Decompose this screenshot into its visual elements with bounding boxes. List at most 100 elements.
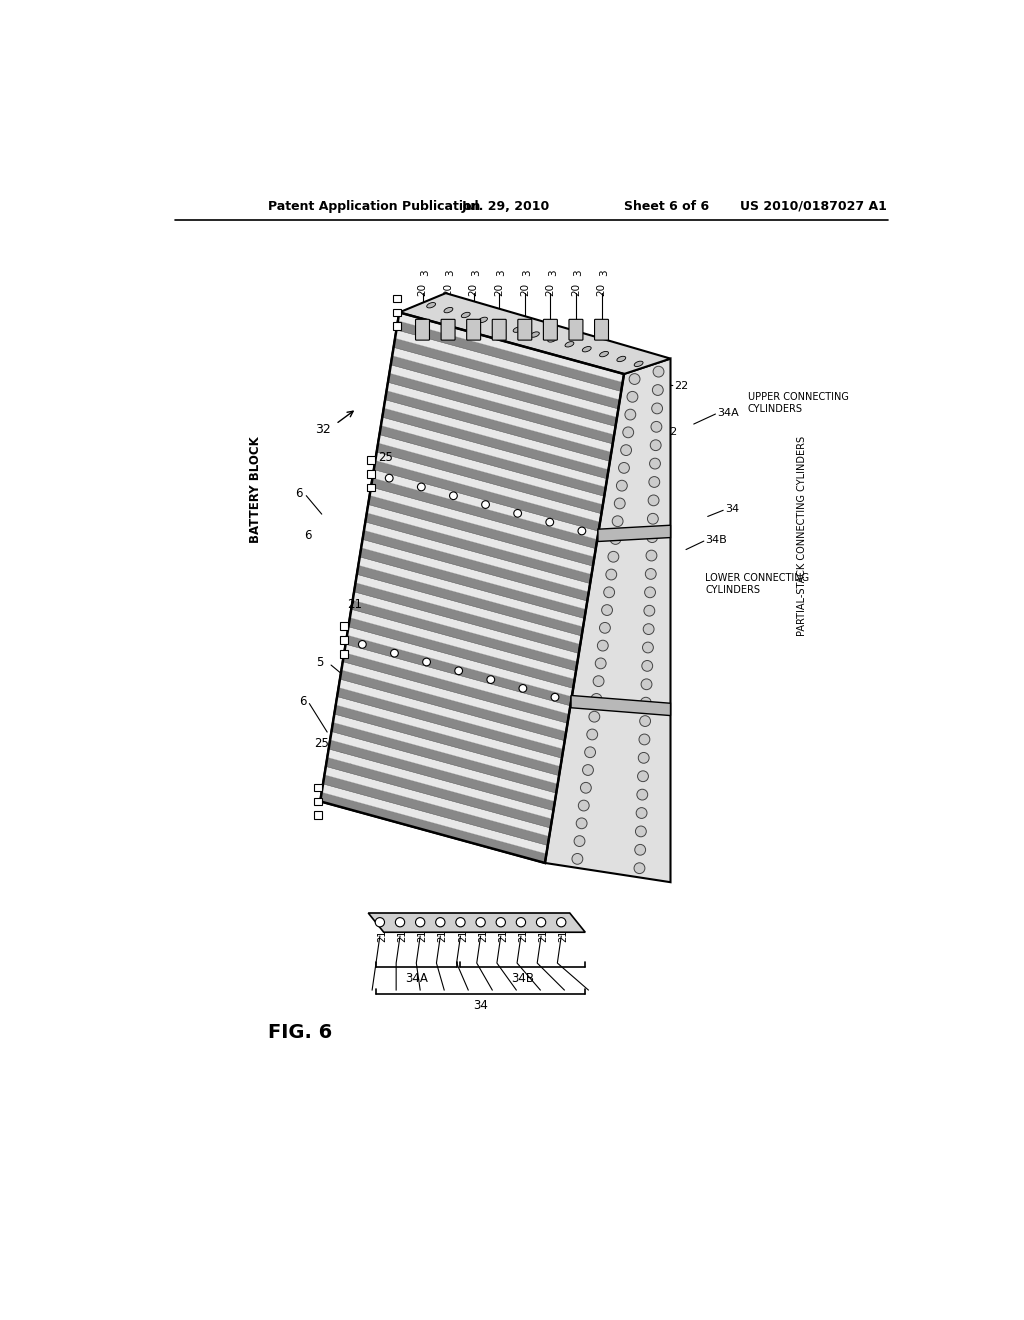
Circle shape (516, 917, 525, 927)
Text: 22: 22 (663, 426, 677, 437)
Circle shape (416, 917, 425, 927)
Bar (367, 483, 375, 491)
FancyBboxPatch shape (441, 319, 455, 341)
Polygon shape (389, 364, 615, 434)
Polygon shape (336, 697, 562, 767)
Text: 6: 6 (304, 529, 311, 543)
Circle shape (642, 642, 653, 653)
Circle shape (546, 519, 554, 525)
Polygon shape (369, 913, 586, 932)
Text: 21: 21 (498, 929, 508, 942)
Text: 34: 34 (725, 504, 739, 513)
Ellipse shape (600, 351, 608, 356)
Circle shape (645, 587, 655, 598)
Circle shape (625, 409, 636, 420)
Polygon shape (330, 731, 556, 801)
Text: 22: 22 (675, 380, 688, 391)
Circle shape (614, 498, 626, 508)
Polygon shape (571, 696, 671, 715)
Polygon shape (326, 758, 552, 828)
Text: 25: 25 (314, 737, 329, 750)
Circle shape (621, 445, 632, 455)
Circle shape (650, 440, 662, 450)
Text: 12: 12 (602, 774, 617, 787)
Bar (393, 294, 400, 302)
Text: 26: 26 (610, 616, 626, 630)
Polygon shape (388, 374, 614, 444)
Polygon shape (398, 313, 624, 383)
Text: 22: 22 (651, 453, 666, 462)
Text: 34B: 34B (511, 972, 535, 985)
Circle shape (593, 676, 604, 686)
Circle shape (636, 826, 646, 837)
Ellipse shape (461, 313, 470, 318)
Circle shape (634, 863, 645, 874)
Circle shape (599, 623, 610, 634)
Text: 21: 21 (458, 929, 468, 942)
Circle shape (418, 483, 425, 491)
Ellipse shape (478, 317, 487, 322)
Ellipse shape (616, 356, 626, 362)
Circle shape (638, 771, 648, 781)
Text: 21: 21 (397, 929, 408, 942)
Circle shape (585, 747, 596, 758)
Polygon shape (337, 688, 563, 758)
Circle shape (640, 715, 650, 726)
Circle shape (651, 421, 662, 432)
FancyBboxPatch shape (518, 319, 531, 341)
Text: 3: 3 (522, 269, 532, 276)
Text: 3: 3 (497, 269, 507, 276)
Circle shape (616, 480, 628, 491)
Circle shape (581, 783, 591, 793)
Polygon shape (373, 470, 599, 540)
Circle shape (651, 403, 663, 413)
Circle shape (597, 640, 608, 651)
Polygon shape (340, 671, 566, 741)
FancyBboxPatch shape (467, 319, 480, 341)
Circle shape (649, 458, 660, 469)
Text: CYLINDERS: CYLINDERS (706, 585, 761, 594)
Circle shape (423, 659, 430, 665)
Circle shape (627, 392, 638, 403)
Circle shape (481, 500, 489, 508)
Circle shape (587, 729, 598, 741)
Polygon shape (323, 775, 549, 846)
Text: 22: 22 (638, 483, 652, 492)
Polygon shape (346, 635, 571, 706)
Circle shape (572, 854, 583, 865)
Circle shape (450, 492, 458, 499)
Text: 3: 3 (548, 269, 558, 276)
Polygon shape (325, 767, 551, 837)
Circle shape (595, 657, 606, 669)
Text: 21: 21 (539, 929, 549, 942)
Ellipse shape (565, 342, 573, 347)
Text: 3: 3 (420, 269, 430, 276)
Bar (340, 649, 348, 657)
Text: UPPER CONNECTING: UPPER CONNECTING (748, 392, 849, 403)
Text: 20: 20 (418, 282, 427, 296)
Polygon shape (359, 548, 586, 619)
Circle shape (358, 640, 367, 648)
Polygon shape (334, 705, 560, 776)
Polygon shape (355, 574, 582, 644)
Polygon shape (392, 347, 618, 417)
Polygon shape (384, 400, 610, 470)
Bar (340, 622, 348, 630)
Text: 20: 20 (443, 282, 453, 296)
Polygon shape (321, 313, 624, 863)
Text: 34A: 34A (717, 408, 738, 417)
Polygon shape (382, 408, 608, 479)
Text: US 2010/0187027 A1: US 2010/0187027 A1 (740, 199, 887, 213)
Bar (340, 636, 348, 644)
Polygon shape (332, 722, 558, 793)
Polygon shape (387, 383, 612, 453)
Ellipse shape (513, 327, 522, 333)
Text: CYLINDERS: CYLINDERS (748, 404, 803, 413)
Circle shape (606, 569, 616, 579)
Text: BATTERY BLOCK: BATTERY BLOCK (250, 436, 262, 543)
Bar (314, 797, 322, 805)
Circle shape (642, 660, 652, 672)
FancyBboxPatch shape (416, 319, 429, 341)
Polygon shape (343, 652, 569, 723)
Polygon shape (391, 355, 617, 426)
